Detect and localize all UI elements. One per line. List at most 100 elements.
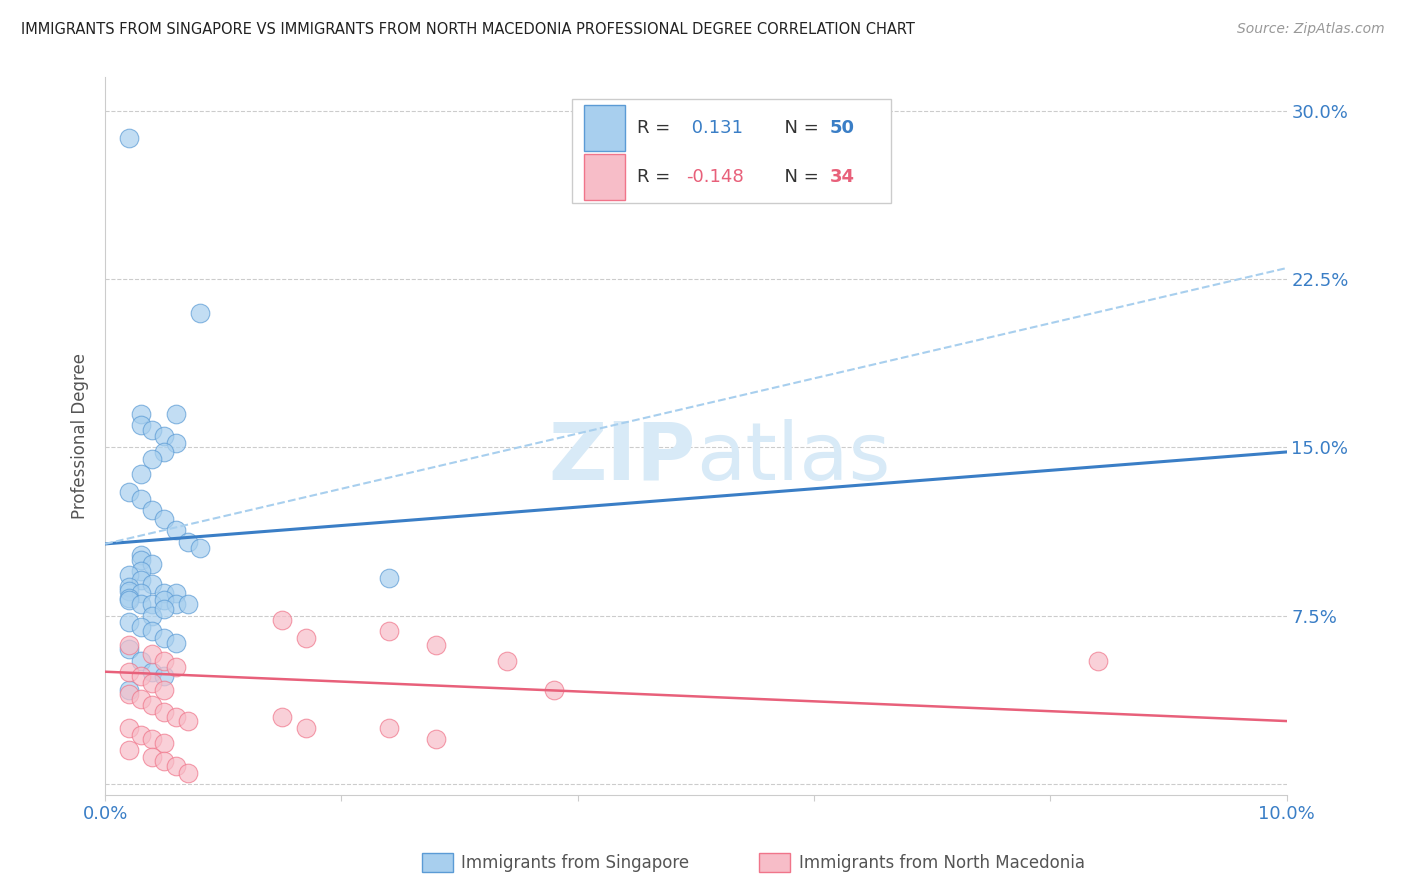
Point xyxy=(177,598,200,612)
Point xyxy=(118,687,141,701)
Point xyxy=(153,631,176,645)
Point xyxy=(377,721,399,735)
Point xyxy=(129,691,152,706)
Point xyxy=(496,653,519,667)
Text: -0.148: -0.148 xyxy=(686,168,744,186)
Point xyxy=(118,638,141,652)
Point xyxy=(153,445,176,459)
Point xyxy=(165,759,187,773)
Point xyxy=(153,512,176,526)
Point xyxy=(425,731,447,746)
Point xyxy=(153,669,176,683)
Text: ZIP: ZIP xyxy=(548,418,696,497)
Point xyxy=(118,665,141,679)
Point xyxy=(377,624,399,639)
Point xyxy=(129,586,152,600)
Point xyxy=(118,131,141,145)
Point xyxy=(118,682,141,697)
Point xyxy=(165,709,187,723)
Point xyxy=(141,731,163,746)
Point xyxy=(129,653,152,667)
Point xyxy=(153,593,176,607)
Text: N =: N = xyxy=(773,168,824,186)
Text: atlas: atlas xyxy=(696,418,890,497)
Point xyxy=(118,593,141,607)
Point xyxy=(153,682,176,697)
Point xyxy=(188,541,211,556)
Point xyxy=(177,714,200,728)
Point xyxy=(129,564,152,578)
Point xyxy=(377,570,399,584)
Point xyxy=(141,608,163,623)
Point xyxy=(141,577,163,591)
Point xyxy=(165,524,187,538)
Point xyxy=(129,669,152,683)
Point xyxy=(141,503,163,517)
Point xyxy=(165,635,187,649)
Point xyxy=(153,429,176,443)
Point xyxy=(129,598,152,612)
Point xyxy=(543,682,565,697)
Point xyxy=(141,557,163,571)
Point xyxy=(165,586,187,600)
Point xyxy=(129,727,152,741)
Point xyxy=(141,665,163,679)
Text: IMMIGRANTS FROM SINGAPORE VS IMMIGRANTS FROM NORTH MACEDONIA PROFESSIONAL DEGREE: IMMIGRANTS FROM SINGAPORE VS IMMIGRANTS … xyxy=(21,22,915,37)
Point xyxy=(129,573,152,587)
Text: N =: N = xyxy=(773,120,824,137)
Point xyxy=(188,306,211,320)
Point xyxy=(118,591,141,605)
Point xyxy=(129,552,152,566)
Point xyxy=(129,548,152,562)
Point xyxy=(118,584,141,599)
Point xyxy=(141,698,163,713)
Point xyxy=(165,407,187,421)
Point xyxy=(177,534,200,549)
Point xyxy=(118,580,141,594)
Point xyxy=(153,737,176,751)
Text: Source: ZipAtlas.com: Source: ZipAtlas.com xyxy=(1237,22,1385,37)
Text: 50: 50 xyxy=(830,120,855,137)
Point xyxy=(141,423,163,437)
Text: 0.131: 0.131 xyxy=(686,120,744,137)
Point xyxy=(1087,653,1109,667)
Point xyxy=(141,598,163,612)
Point xyxy=(271,613,294,627)
Point xyxy=(118,615,141,630)
Bar xyxy=(583,104,626,152)
Point xyxy=(118,721,141,735)
Point xyxy=(129,407,152,421)
Point xyxy=(141,624,163,639)
Point xyxy=(177,765,200,780)
Point xyxy=(129,620,152,634)
Text: Immigrants from Singapore: Immigrants from Singapore xyxy=(461,854,689,871)
Point xyxy=(153,705,176,719)
Point xyxy=(118,743,141,757)
Point xyxy=(271,709,294,723)
Point xyxy=(141,750,163,764)
Point xyxy=(141,647,163,661)
Bar xyxy=(583,153,626,201)
Point xyxy=(141,676,163,690)
Point xyxy=(295,721,318,735)
Point xyxy=(295,631,318,645)
Point xyxy=(141,451,163,466)
Point xyxy=(118,568,141,582)
Point xyxy=(153,755,176,769)
Point xyxy=(153,653,176,667)
Y-axis label: Professional Degree: Professional Degree xyxy=(72,353,89,519)
Point xyxy=(129,418,152,433)
Point xyxy=(425,638,447,652)
Point xyxy=(165,660,187,674)
Text: R =: R = xyxy=(637,168,676,186)
Text: 34: 34 xyxy=(830,168,855,186)
Point xyxy=(153,586,176,600)
FancyBboxPatch shape xyxy=(572,99,891,203)
Point xyxy=(165,436,187,450)
Point xyxy=(129,467,152,482)
Point xyxy=(118,642,141,657)
Point xyxy=(153,602,176,616)
Point xyxy=(165,598,187,612)
Text: Immigrants from North Macedonia: Immigrants from North Macedonia xyxy=(799,854,1084,871)
Point xyxy=(118,485,141,500)
